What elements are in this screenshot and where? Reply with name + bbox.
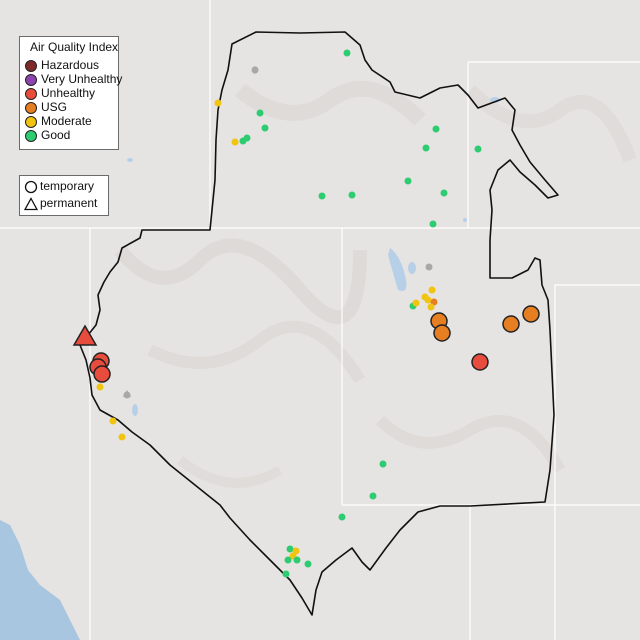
legend-label: temporary: [40, 179, 95, 193]
monitor-dot: [338, 513, 346, 521]
permanent-monitor-marker: [123, 390, 131, 397]
monitor-dot: [251, 66, 259, 74]
legend-swatch: [25, 116, 37, 128]
monitor-dot: [428, 286, 436, 294]
monitor-dot: [369, 492, 377, 500]
monitor-dot: [231, 138, 239, 146]
legend-swatch: [25, 130, 37, 142]
legend-label: Good: [41, 128, 71, 142]
region-boundary: [79, 31, 559, 616]
monitor-markers: [72, 49, 540, 578]
monitor-dot: [412, 299, 420, 307]
terrain-shading: [114, 80, 637, 488]
monitor-dot: [440, 189, 448, 197]
monitor-dot: [118, 433, 126, 441]
monitor-dot: [343, 49, 351, 57]
temporary-monitor-marker: [471, 353, 489, 371]
legend-swatch: [25, 60, 37, 72]
monitor-type-legend: temporary permanent: [19, 175, 109, 216]
legend-swatch: [25, 74, 37, 86]
legend-label: USG: [41, 100, 68, 114]
legend-label: Moderate: [41, 114, 92, 128]
monitor-dot: [429, 220, 437, 228]
monitor-dot: [214, 99, 222, 107]
monitor-dot: [425, 263, 433, 271]
monitor-dot: [96, 383, 104, 391]
monitor-dot: [261, 124, 269, 132]
ocean: [0, 520, 80, 640]
monitor-dot: [424, 296, 432, 304]
monitor-dot: [318, 192, 326, 200]
legend-title: Air Quality Index: [30, 40, 119, 54]
monitor-dot: [304, 560, 312, 568]
monitor-dot: [109, 417, 117, 425]
monitor-dot: [474, 145, 482, 153]
permanent-monitor-marker: [72, 324, 98, 346]
legend-swatch: [25, 102, 37, 114]
monitor-dot: [404, 177, 412, 185]
monitor-dot: [286, 545, 294, 553]
legend-label: permanent: [40, 196, 98, 210]
monitor-dot: [282, 570, 290, 578]
temporary-monitor-marker: [93, 365, 111, 383]
legend-label: Hazardous: [41, 58, 100, 72]
temporary-monitor-marker: [522, 305, 540, 323]
temporary-monitor-marker: [502, 315, 520, 333]
monitor-dot: [348, 191, 356, 199]
monitor-dot: [284, 556, 292, 564]
temporary-monitor-marker: [433, 324, 451, 342]
circle-icon: [24, 180, 38, 194]
monitor-dot: [432, 125, 440, 133]
legend-label: Unhealthy: [41, 86, 96, 100]
aqi-legend: Air Quality Index Hazardous Very Unhealt…: [19, 36, 123, 150]
monitor-dot: [239, 137, 247, 145]
triangle-icon: [24, 197, 38, 211]
monitor-dot: [379, 460, 387, 468]
legend-label: Very Unhealthy: [41, 72, 123, 86]
monitor-dot: [422, 144, 430, 152]
monitor-dot: [427, 303, 435, 311]
monitor-dot: [293, 556, 301, 564]
monitor-dot: [256, 109, 264, 117]
legend-swatch: [25, 88, 37, 100]
